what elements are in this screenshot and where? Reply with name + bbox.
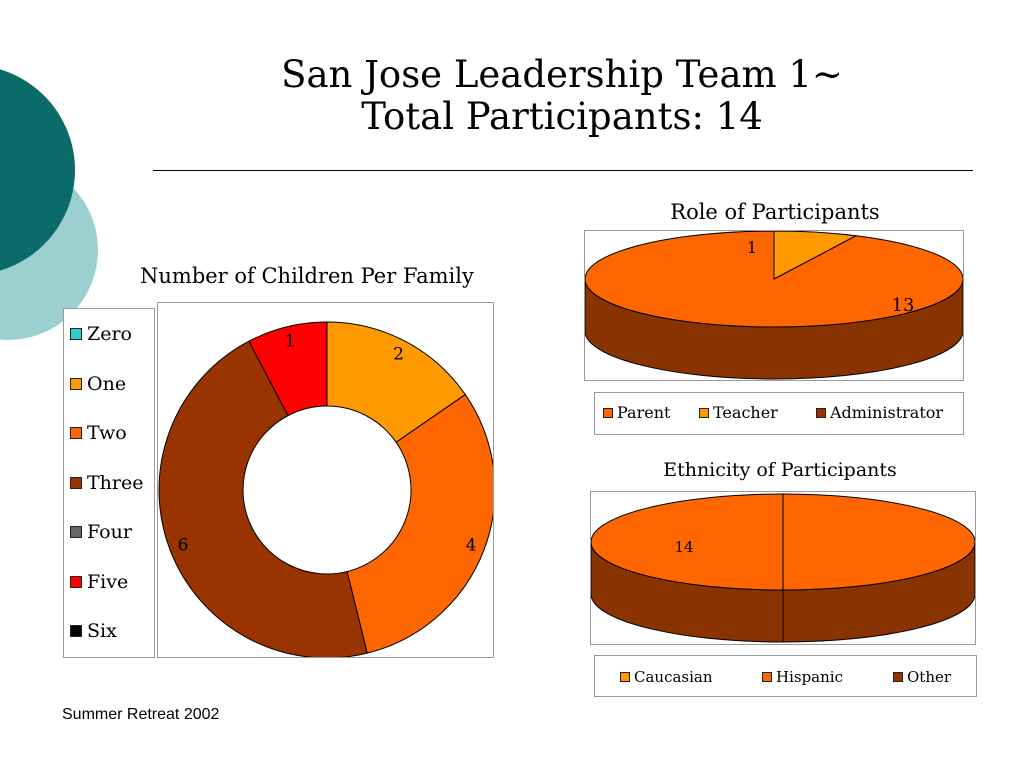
doughnut-data-label-two: 4 [466, 536, 477, 556]
legend-swatch [70, 476, 82, 489]
ethnicity-plot-area: 14 [590, 491, 976, 645]
ethnicity-chart-title: Ethnicity of Participants [663, 459, 897, 481]
role-pie-chart: 13 1 [584, 230, 964, 380]
doughnut-legend-item-two: Two [70, 422, 127, 444]
legend-swatch [893, 672, 903, 682]
doughnut-data-label-three: 6 [178, 536, 189, 556]
legend-swatch [603, 407, 613, 418]
legend-label: Zero [87, 323, 132, 345]
legend-label: Four [87, 521, 132, 543]
doughnut-chart: 2 4 6 1 [158, 321, 496, 659]
role-data-label-teacher: 1 [747, 238, 757, 257]
doughnut-slice-one [326, 321, 466, 443]
legend-swatch [70, 625, 82, 637]
ethnicity-legend-item-other: Other [893, 668, 951, 686]
doughnut-slice-two [346, 393, 496, 654]
legend-label: Five [87, 570, 129, 593]
decorative-circles [0, 69, 98, 340]
legend-swatch [620, 672, 630, 682]
ethnicity-legend: Caucasian Hispanic Other [594, 655, 977, 697]
legend-label: Two [87, 422, 127, 444]
legend-swatch [70, 427, 82, 439]
role-legend-item-parent: Parent [603, 403, 670, 422]
legend-swatch [70, 377, 82, 390]
legend-swatch [699, 407, 709, 418]
doughnut-slice-five [248, 321, 328, 417]
doughnut-chart-title: Number of Children Per Family [140, 264, 474, 288]
legend-label: Hispanic [776, 668, 843, 686]
doughnut-data-label-five: 1 [285, 331, 296, 351]
doughnut-legend-item-three: Three [70, 472, 143, 494]
title-line-2: Total Participants: 14 [361, 95, 763, 138]
ethnicity-legend-item-hispanic: Hispanic [762, 668, 843, 686]
legend-label: Parent [617, 403, 671, 422]
legend-swatch [70, 526, 82, 538]
role-slice-teacher [773, 230, 858, 280]
ethnicity-legend-item-caucasian: Caucasian [620, 668, 713, 686]
role-plot-area: 13 1 [584, 230, 964, 381]
doughnut-legend-item-four: Four [70, 521, 132, 543]
ethnicity-pie-chart: 14 [590, 493, 976, 643]
role-chart-title: Role of Participants [670, 200, 880, 224]
legend-swatch [816, 407, 826, 418]
doughnut-data-label-one: 2 [393, 345, 404, 365]
legend-swatch [70, 575, 82, 588]
doughnut-slice-three [158, 340, 368, 659]
dark-teal-circle [0, 69, 75, 271]
legend-label: One [87, 372, 127, 395]
doughnut-legend-item-zero: Zero [70, 323, 132, 345]
legend-label: Teacher [713, 403, 778, 422]
role-legend: Parent Teacher Administrator [594, 392, 964, 435]
role-legend-item-teacher: Teacher [699, 403, 778, 422]
doughnut-legend-item-one: One [70, 373, 126, 395]
ethnicity-data-label-hispanic: 14 [674, 538, 693, 556]
role-legend-item-administrator: Administrator [816, 403, 943, 422]
legend-label: Administrator [830, 403, 944, 422]
legend-label: Caucasian [634, 668, 713, 686]
title-line-1: San Jose Leadership Team 1~ [281, 53, 843, 96]
legend-label: Six [87, 620, 117, 642]
legend-swatch [70, 328, 82, 340]
title-divider [153, 170, 973, 171]
legend-label: Other [907, 668, 952, 686]
role-data-label-parent: 13 [892, 295, 915, 316]
slide-title: San Jose Leadership Team 1~ Total Partic… [150, 54, 974, 138]
footer-text: Summer Retreat 2002 [62, 706, 220, 723]
legend-swatch [762, 672, 772, 682]
doughnut-legend: Zero One Two Three Four Five Six [63, 308, 155, 658]
doughnut-legend-item-five: Five [70, 571, 128, 593]
doughnut-legend-item-six: Six [70, 620, 117, 642]
doughnut-plot-area: 2 4 6 1 [157, 302, 496, 659]
legend-label: Three [87, 471, 144, 494]
